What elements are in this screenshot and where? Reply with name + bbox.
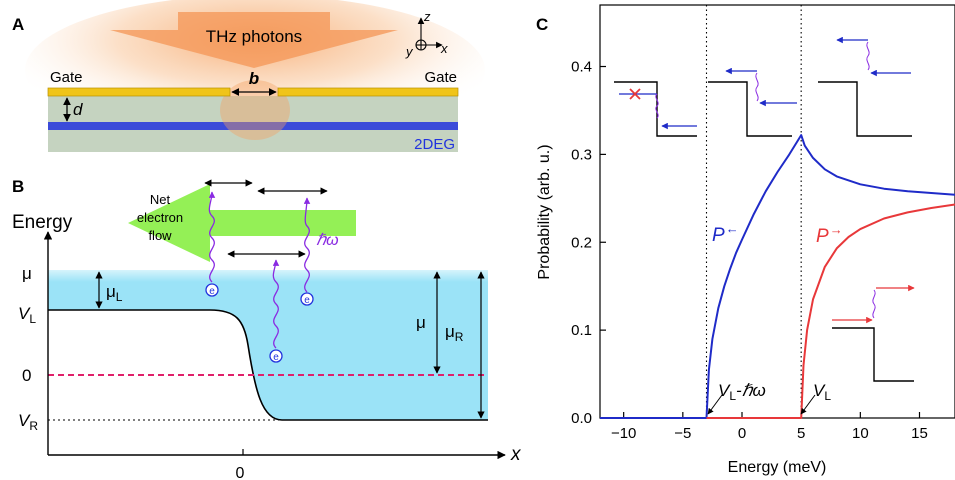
- twodeg-layer: [48, 122, 458, 130]
- series-lines: [600, 134, 955, 419]
- fermi-sea: [48, 270, 488, 420]
- gate-left-label: Gate: [50, 69, 83, 86]
- gate-right-label: Gate: [424, 69, 457, 86]
- potential-profile: [48, 309, 488, 421]
- depth-label: d: [73, 100, 83, 119]
- energy-axis-title: Energy: [12, 212, 73, 233]
- x-tick-label: 10: [852, 425, 869, 442]
- twodeg-label: 2DEG: [414, 136, 455, 153]
- panel-b-label: B: [12, 177, 24, 196]
- panel-a: A THz photons Gate Gate b d 2DEG z y x: [12, 0, 485, 153]
- axis-x-label: x: [440, 41, 448, 56]
- y-tick-label: 0.1: [571, 322, 592, 339]
- x-tick-label: 15: [911, 425, 928, 442]
- series-label-p-right: P→: [816, 222, 843, 247]
- electron-3-symbol: e: [273, 352, 279, 363]
- y-tick-label: 0.2: [571, 234, 592, 251]
- annotation-left-arrow: [707, 394, 723, 415]
- inset-reflection-high: [818, 36, 912, 137]
- flow-label-line1: Net: [150, 192, 171, 207]
- electron-2-symbol: e: [304, 295, 310, 306]
- x-tick-label: −5: [674, 425, 691, 442]
- x-axis-title: Energy (meV): [728, 459, 827, 476]
- electron-3: e: [269, 349, 283, 363]
- panel-b: B Energy x 0 μ VL 0 VR μL μ μR Net elect…: [12, 177, 522, 480]
- electron-1-symbol: e: [209, 286, 215, 297]
- gate-left: [47, 87, 231, 97]
- mu-l-label: μL: [106, 282, 123, 304]
- flow-label-line3: flow: [148, 228, 172, 243]
- axis-y-label: y: [405, 44, 414, 59]
- inset-reflection-allowed: [708, 67, 797, 137]
- y-axis-title: Probability (arb. u.): [536, 144, 553, 279]
- y-ticks: 0.0 0.1 0.2 0.3 0.4: [571, 59, 606, 427]
- fermi-sea-top: [48, 270, 488, 282]
- photon-energy-label: ℏω: [316, 232, 339, 249]
- photon-wave-2: [303, 197, 311, 293]
- annotation-right-arrow: [800, 394, 816, 415]
- annotation-right: VL: [813, 381, 831, 403]
- series-p-right-line: [706, 203, 955, 419]
- series-p-left-line: [600, 134, 955, 419]
- y-tick-label: 0.3: [571, 146, 592, 163]
- axis-z-label: z: [423, 9, 431, 24]
- x-ticks: −10 −5 0 5 10 15: [611, 412, 928, 442]
- electron-2: e: [300, 292, 314, 306]
- electron-1: e: [205, 283, 219, 297]
- inset-transmission: [832, 284, 915, 382]
- x-tick-label: −10: [611, 425, 636, 442]
- gap-label: b: [249, 69, 259, 88]
- y-tick-label: 0.0: [571, 410, 592, 427]
- coordinate-axes: z y x: [405, 9, 448, 59]
- series-label-p-left: P←: [712, 221, 739, 246]
- x-zero-tick-label: 0: [236, 465, 245, 480]
- level-mu-label: μ: [22, 264, 32, 283]
- x-tick-label: 5: [797, 425, 805, 442]
- mu-mid-label: μ: [416, 313, 426, 332]
- y-tick-label: 0.4: [571, 59, 592, 76]
- photon-wave-3: [272, 259, 280, 349]
- level-vl-label: VL: [18, 304, 36, 326]
- level-vr-label: VR: [18, 411, 38, 433]
- inset-reflection-blocked: [614, 81, 697, 137]
- mu-r-label: μR: [445, 322, 464, 344]
- annotation-left: VL-ℏω: [718, 381, 766, 403]
- panel-c-label: C: [536, 15, 548, 34]
- level-zero-label: 0: [22, 366, 31, 385]
- panel-a-label: A: [12, 15, 24, 34]
- panel-c: C 0.0 0.1 0.2 0.3 0.4 −10 −5 0 5 10 15 Probabilit…: [536, 4, 955, 476]
- thz-photon-arrow: [110, 12, 398, 68]
- plot-frame: [599, 4, 955, 419]
- threshold-lines: [705, 5, 802, 418]
- thz-photons-label: THz photons: [206, 27, 302, 46]
- gate-right: [277, 87, 459, 97]
- position-axis-label: x: [510, 444, 522, 465]
- x-tick-label: 0: [738, 425, 746, 442]
- flow-label-line2: electron: [137, 210, 183, 225]
- photon-wave-1: [208, 191, 216, 283]
- net-flow-arrow: [128, 184, 356, 262]
